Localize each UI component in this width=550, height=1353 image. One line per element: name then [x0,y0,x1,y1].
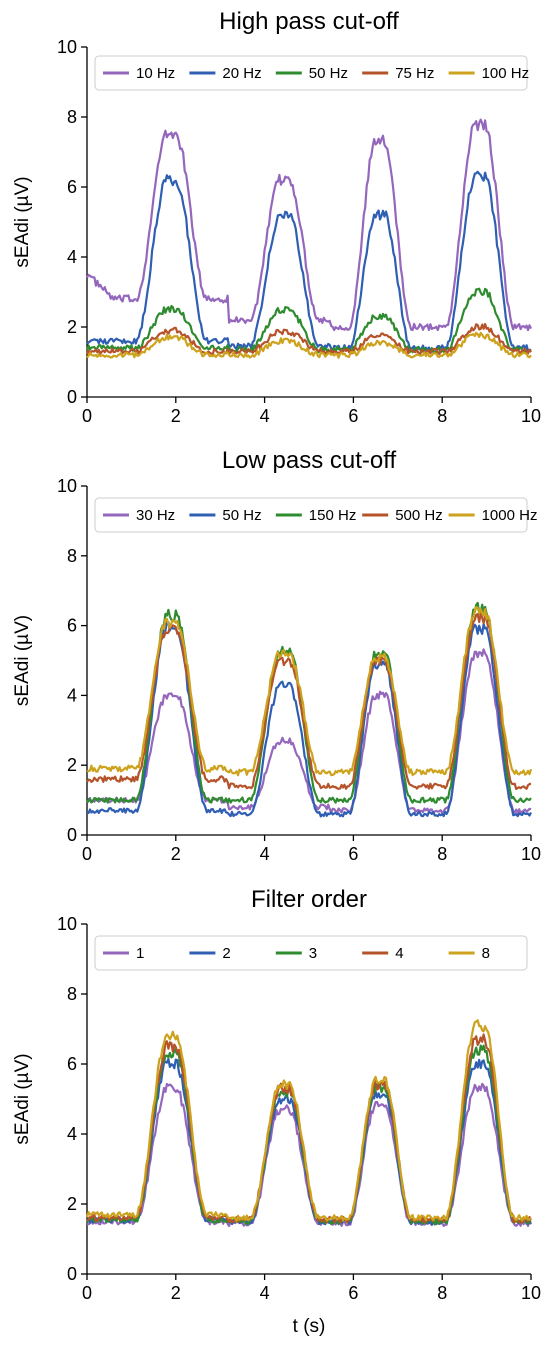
legend-label: 1 [136,945,144,962]
legend-label: 20 Hz [222,65,261,82]
x-tick-label: 6 [348,1283,358,1303]
series-line-5 [85,1019,532,1222]
chart-title: Low pass cut-off [222,447,397,474]
x-tick-label: 6 [348,406,358,426]
y-axis-label: sEAdi (µV) [12,615,33,706]
chart-title: Filter order [251,886,367,913]
y-tick-label: 0 [67,387,77,407]
y-axis-label: sEAdi (µV) [12,176,33,267]
x-tick-label: 0 [82,1283,92,1303]
legend-label: 500 Hz [395,507,443,524]
y-tick-label: 8 [67,546,77,566]
y-tick-label: 2 [67,1194,77,1214]
x-tick-label: 8 [437,1283,447,1303]
x-tick-label: 10 [521,844,541,864]
chart-panel-2: Low pass cut-off 0 2 4 6 8 10 0 2 4 6 8 10 sEAdi (µV)… [12,447,541,864]
y-tick-label: 0 [67,1264,77,1284]
y-tick-label: 4 [67,685,77,705]
series-line-3 [85,287,532,354]
y-tick-label: 6 [67,1054,77,1074]
series-line-5 [86,606,533,777]
legend-label: 2 [222,945,230,962]
x-tick-label: 10 [521,406,541,426]
legend-label: 8 [482,945,490,962]
y-tick-label: 6 [67,616,77,636]
legend-label: 30 Hz [136,507,175,524]
legend-box [94,935,528,971]
legend-label: 50 Hz [222,507,261,524]
legend-label: 100 Hz [482,65,530,82]
legend-label: 50 Hz [309,65,348,82]
x-tick-label: 8 [437,406,447,426]
x-tick-label: 4 [260,1283,270,1303]
x-tick-label: 2 [171,844,181,864]
x-tick-label: 2 [171,1283,181,1303]
y-tick-label: 10 [57,37,77,57]
y-tick-label: 8 [67,107,77,127]
chart-title: High pass cut-off [219,8,399,35]
y-tick-label: 4 [67,247,77,267]
x-tick-label: 6 [348,844,358,864]
legend-label: 75 Hz [395,65,434,82]
legend-label: 4 [395,945,403,962]
legend-label: 1000 Hz [482,507,538,524]
chart-panel-1: High pass cut-off 0 2 4 6 8 10 0 2 4 6 8 10 sEAdi (µV… [12,8,541,426]
y-tick-label: 8 [67,984,77,1004]
x-axis-label: t (s) [293,1316,326,1337]
series-line-5 [86,331,532,359]
series-line-1 [86,118,533,332]
legend-label: 3 [309,945,317,962]
x-tick-label: 2 [171,406,181,426]
x-tick-label: 8 [437,844,447,864]
legend-label: 10 Hz [136,65,175,82]
x-tick-label: 10 [521,1283,541,1303]
series-line-4 [85,322,532,356]
legend-box [94,497,528,533]
x-tick-label: 0 [82,406,92,426]
legend-label: 150 Hz [309,507,357,524]
y-tick-label: 10 [57,476,77,496]
y-tick-label: 2 [67,317,77,337]
y-tick-label: 4 [67,1124,77,1144]
y-tick-label: 0 [67,825,77,845]
y-tick-label: 6 [67,177,77,197]
x-tick-label: 4 [260,406,270,426]
x-tick-label: 0 [82,844,92,864]
y-axis-label: sEAdi (µV) [12,1053,33,1144]
x-tick-label: 4 [260,844,270,864]
y-tick-label: 10 [57,914,77,934]
chart-panel-3: Filter order 0 2 4 6 8 10 0 2 4 6 8 10 sEAdi (µV) t (s… [12,886,541,1337]
legend-box [94,55,528,91]
y-tick-label: 2 [67,755,77,775]
series-line-2 [86,170,532,352]
